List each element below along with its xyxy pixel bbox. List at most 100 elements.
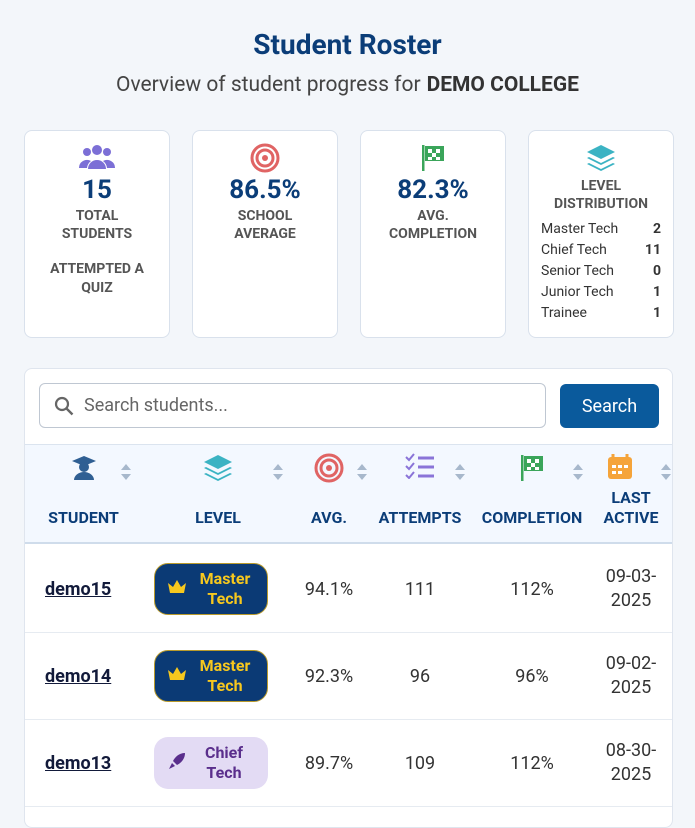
student-link[interactable]: demo15 bbox=[45, 578, 112, 600]
column-icon bbox=[364, 453, 476, 481]
sort-icon[interactable] bbox=[272, 463, 284, 485]
stat-label: TOTAL STUDENTS bbox=[61, 208, 133, 242]
column-icon bbox=[25, 453, 142, 481]
icon bbox=[661, 464, 671, 480]
average: 94.1% bbox=[304, 578, 354, 600]
level-row: Master Tech 2 bbox=[541, 219, 661, 240]
distribution-card: LEVEL DISTRIBUTION Master Tech 2 Chief Tec… bbox=[528, 130, 674, 338]
level-name: Master Tech bbox=[541, 221, 619, 237]
column-header[interactable]: COMPLETION bbox=[476, 445, 588, 542]
column-title: LAST ACTIVE bbox=[603, 488, 659, 527]
completion: 112% bbox=[510, 578, 554, 600]
icon bbox=[422, 145, 444, 171]
stat-label: SCHOOL AVERAGE bbox=[234, 208, 296, 242]
page: Student Roster Overview of student progr… bbox=[0, 28, 695, 828]
student-link[interactable]: demo13 bbox=[45, 752, 112, 774]
badge-icon bbox=[167, 579, 187, 600]
stat-value: 82.3% bbox=[397, 175, 469, 205]
icon bbox=[169, 752, 185, 769]
table-panel: Search students... Search STUDENT LEVEL AV… bbox=[24, 368, 673, 828]
icon bbox=[455, 464, 465, 480]
student-link[interactable]: demo14 bbox=[45, 665, 112, 687]
column-title: STUDENT bbox=[48, 508, 119, 527]
level-name: Trainee bbox=[541, 305, 587, 321]
stat-value: 86.5% bbox=[229, 175, 301, 205]
column-title: ATTEMPTS bbox=[378, 508, 462, 527]
badge-icon bbox=[167, 666, 187, 687]
column-header[interactable]: LAST ACTIVE bbox=[588, 445, 672, 542]
badge-text: Chief Tech bbox=[204, 743, 244, 782]
attempts: 96 bbox=[409, 665, 431, 687]
icon bbox=[121, 464, 131, 480]
attempts: 111 bbox=[404, 578, 436, 600]
search-icon bbox=[54, 396, 74, 415]
level-row: Junior Tech 1 bbox=[541, 282, 661, 303]
column-header[interactable]: LEVEL bbox=[142, 445, 294, 542]
college: DEMO COLLEGE bbox=[426, 73, 579, 97]
level-count: 1 bbox=[652, 284, 661, 300]
table-header: STUDENT LEVEL AVG. ATTEMPTS COMPLETION LAST A… bbox=[25, 444, 672, 544]
last-active-cell: 09-03-2025 bbox=[588, 565, 672, 613]
subtitle-text: Overview of student progress for bbox=[116, 73, 421, 97]
distribution-title: LEVEL DISTRIBUTION bbox=[553, 178, 648, 212]
badge-text: Master Tech bbox=[199, 569, 251, 608]
attempts: 109 bbox=[404, 752, 436, 774]
column-header[interactable]: ATTEMPTS bbox=[364, 445, 476, 542]
stat-card: 82.3% AVG. COMPLETION bbox=[360, 130, 506, 338]
level-count: 0 bbox=[652, 263, 661, 279]
level-row: Senior Tech 0 bbox=[541, 261, 661, 282]
icon bbox=[357, 464, 367, 480]
badge-text: Master Tech bbox=[199, 656, 251, 695]
stat-label: AVG. COMPLETION bbox=[389, 208, 477, 242]
sort-icon[interactable] bbox=[572, 463, 584, 485]
column-icon bbox=[142, 453, 294, 481]
sort-icon[interactable] bbox=[660, 463, 672, 485]
level-name: Junior Tech bbox=[541, 284, 614, 300]
column-title: LEVEL bbox=[195, 508, 241, 527]
icon bbox=[573, 464, 583, 480]
icon bbox=[314, 453, 344, 483]
column-header[interactable]: STUDENT bbox=[25, 445, 142, 542]
badge-icon bbox=[168, 752, 186, 775]
average: 92.3% bbox=[304, 665, 354, 687]
stat-note: ATTEMPTED A QUIZ bbox=[50, 261, 144, 296]
column-header[interactable]: AVG. bbox=[294, 445, 367, 542]
icon bbox=[608, 454, 632, 479]
table-row: demo14 Master Tech 92.3% 96 96% 09-02-2025 bbox=[25, 633, 672, 720]
search-button[interactable]: Search bbox=[560, 384, 659, 428]
last-active-cell: 09-02-2025 bbox=[588, 652, 672, 700]
stat-card: 86.5% SCHOOL AVERAGE bbox=[192, 130, 338, 338]
icon bbox=[273, 464, 283, 480]
distribution-list: Master Tech 2 Chief Tech 11 Senior Tech 0 Juni… bbox=[541, 219, 661, 324]
level-badge: Master Tech bbox=[154, 650, 268, 702]
sort-icon[interactable] bbox=[454, 463, 466, 485]
column-icon bbox=[294, 453, 364, 483]
completion: 96% bbox=[515, 665, 549, 687]
icon bbox=[587, 145, 615, 171]
icon bbox=[78, 145, 116, 169]
last-active: 09-03-2025 bbox=[605, 566, 657, 611]
sort-icon[interactable] bbox=[356, 463, 368, 485]
placeholder: Search students... bbox=[84, 395, 228, 416]
average: 89.7% bbox=[304, 752, 354, 774]
level-cell: Master Tech bbox=[142, 563, 294, 615]
icon bbox=[204, 455, 232, 481]
column-icon bbox=[476, 453, 588, 481]
column-title: COMPLETION bbox=[481, 508, 583, 527]
icon bbox=[250, 143, 280, 173]
level-count: 2 bbox=[652, 221, 661, 237]
icon bbox=[405, 453, 434, 480]
level-name: Chief Tech bbox=[541, 242, 607, 258]
last-active: 08-30-2025 bbox=[605, 740, 657, 785]
level-badge: Chief Tech bbox=[154, 737, 268, 789]
subtitle: Overview of student progress for DEMO COL… bbox=[0, 73, 695, 97]
last-active: 09-02-2025 bbox=[605, 653, 657, 698]
level-row: Chief Tech 11 bbox=[541, 240, 661, 261]
search-input[interactable]: Search students... bbox=[39, 383, 546, 428]
level-badge: Master Tech bbox=[154, 563, 268, 615]
level-name: Senior Tech bbox=[541, 263, 614, 279]
last-active-cell: 08-30-2025 bbox=[588, 739, 672, 787]
stat-value: 15 bbox=[82, 175, 112, 205]
column-title: AVG. bbox=[310, 508, 348, 527]
sort-icon[interactable] bbox=[120, 463, 132, 485]
